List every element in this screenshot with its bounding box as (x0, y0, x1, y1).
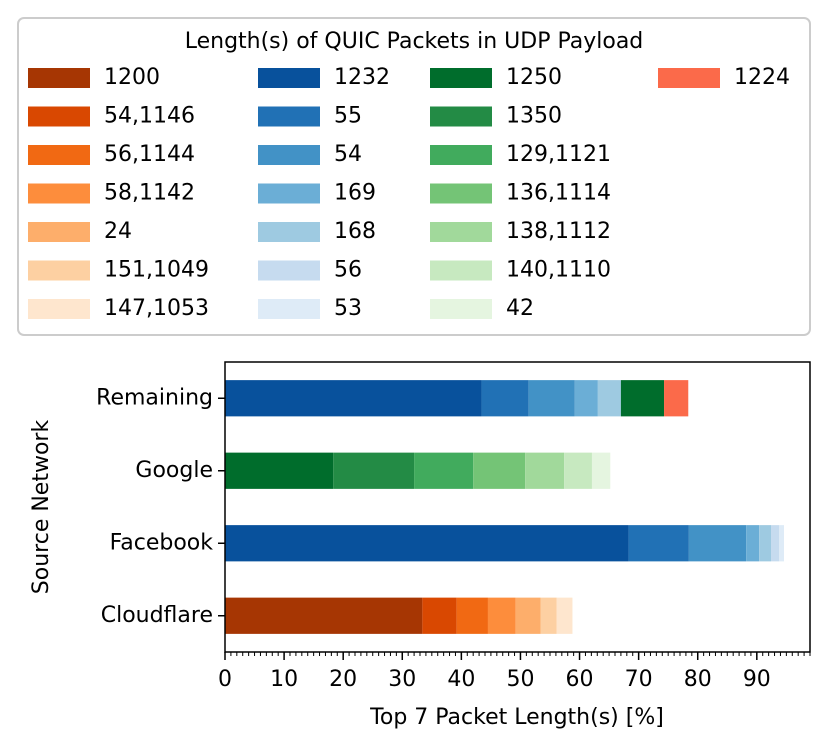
legend-swatch (28, 106, 90, 127)
y-axis-label: Source Network (29, 420, 54, 595)
bar-segment (515, 597, 541, 634)
legend-label: 54 (334, 142, 362, 167)
bar-segment (556, 597, 573, 634)
bar-segment (456, 597, 488, 634)
bar-segment (540, 597, 557, 634)
legend-label: 1232 (334, 65, 390, 90)
y-tick-label: Cloudflare (101, 603, 213, 628)
legend-label: 168 (334, 219, 376, 244)
y-tick-label: Facebook (110, 530, 214, 555)
bar-segment (473, 452, 526, 489)
legend-label: 129,1121 (506, 142, 611, 167)
x-tick-label: 90 (743, 667, 771, 692)
bar-segment (225, 597, 423, 634)
bar-segment (597, 380, 621, 417)
legend-swatch (430, 145, 492, 165)
plot-frame (224, 361, 811, 653)
bar-segment (620, 380, 665, 417)
bar-segment (564, 452, 592, 489)
bar-segment (333, 452, 415, 489)
bar-segment (481, 380, 529, 417)
legend-label: 54,1146 (104, 104, 195, 129)
legend-label: 24 (104, 219, 132, 244)
x-tick-label: 60 (566, 667, 594, 692)
legend-swatch (430, 183, 492, 204)
x-tick-label: 50 (506, 667, 534, 692)
legend-label: 147,1053 (104, 296, 209, 321)
legend-label: 1250 (506, 65, 562, 90)
legend-label: 55 (334, 104, 362, 129)
bar-segment (688, 525, 747, 562)
legend-swatch (258, 260, 320, 281)
bar-segment (759, 525, 771, 562)
legend-swatch (430, 106, 492, 127)
legend-label: 1200 (104, 65, 160, 90)
bar-segment (225, 380, 482, 417)
bar-segment (664, 380, 689, 417)
legend-swatch (430, 222, 492, 242)
x-tick-label: 70 (625, 667, 653, 692)
bar-segment (628, 525, 689, 562)
bar-segment (525, 452, 565, 489)
bar-segment (771, 525, 780, 562)
legend-swatch (28, 260, 90, 281)
x-tick-label: 0 (218, 667, 232, 692)
legend-swatch (28, 183, 90, 204)
legend-swatch (258, 145, 320, 165)
legend-label: 56 (334, 258, 362, 283)
legend-swatch (258, 183, 320, 204)
legend-label: 169 (334, 181, 376, 206)
legend-label: 56,1144 (104, 142, 195, 167)
bar-segment (746, 525, 760, 562)
bar-segment (591, 452, 611, 489)
bar-segment (574, 380, 598, 417)
bar-segment (487, 597, 516, 634)
legend-label: 138,1112 (506, 219, 611, 244)
legend-label: 1224 (734, 65, 790, 90)
legend-label: 136,1114 (506, 181, 611, 206)
legend-box (17, 17, 811, 336)
legend-swatch (258, 222, 320, 242)
legend-label: 140,1110 (506, 258, 611, 283)
bar-segment (779, 525, 784, 562)
legend-label: 58,1142 (104, 181, 195, 206)
bar-segment (225, 525, 629, 562)
legend-label: 42 (506, 296, 534, 321)
bar-segment (414, 452, 474, 489)
y-tick-label: Remaining (96, 385, 213, 410)
x-tick-label: 20 (329, 667, 357, 692)
x-tick-label: 80 (684, 667, 712, 692)
legend-swatch (28, 68, 90, 88)
legend-swatch (258, 106, 320, 127)
legend-swatch (28, 145, 90, 165)
legend-title: Length(s) of QUIC Packets in UDP Payload (185, 29, 644, 54)
legend-label: 151,1049 (104, 258, 209, 283)
x-tick-label: 40 (447, 667, 475, 692)
legend-swatch (430, 260, 492, 281)
legend-swatch (658, 68, 720, 88)
bar-segment (422, 597, 457, 634)
legend-swatch (430, 299, 492, 319)
x-tick-label: 10 (270, 667, 298, 692)
legend-swatch (258, 299, 320, 319)
legend-swatch (28, 222, 90, 242)
legend-label: 53 (334, 296, 362, 321)
x-axis-label: Top 7 Packet Length(s) [%] (369, 705, 664, 730)
legend-swatch (430, 68, 492, 88)
y-tick-label: Google (135, 458, 213, 483)
bar-segment (528, 380, 575, 417)
x-tick-label: 30 (388, 667, 416, 692)
bar-segment (225, 452, 334, 489)
legend-label: 1350 (506, 104, 562, 129)
legend-swatch (258, 68, 320, 88)
legend-swatch (28, 299, 90, 319)
